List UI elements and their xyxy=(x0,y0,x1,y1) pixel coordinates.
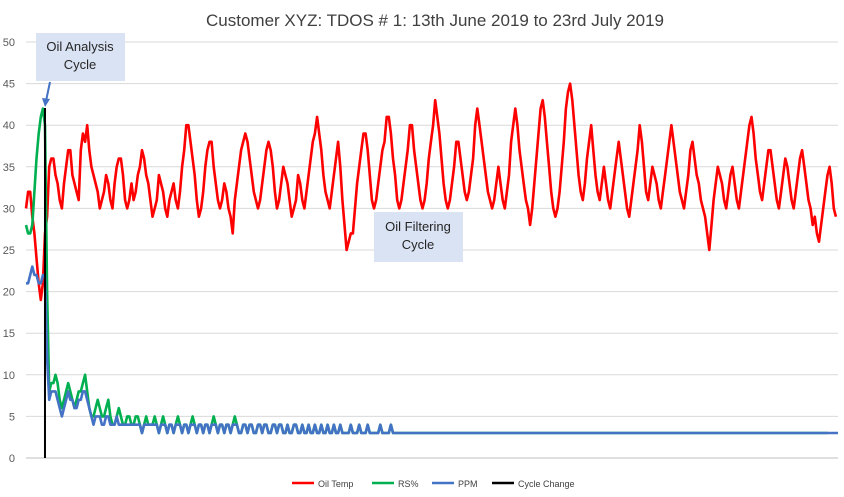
legend-label-rs-: RS% xyxy=(398,479,419,489)
y-tick-label-50: 50 xyxy=(3,37,15,49)
y-tick-label-10: 10 xyxy=(3,370,15,382)
y-tick-label-5: 5 xyxy=(9,411,15,423)
series-lines xyxy=(24,82,838,435)
y-tick-label-0: 0 xyxy=(9,453,15,465)
oil-filtering-line-1: Oil Filtering xyxy=(385,219,451,234)
series-line-oil-temp xyxy=(24,82,838,302)
chart-title: Customer XYZ: TDOS # 1: 13th June 2019 t… xyxy=(206,11,664,30)
y-tick-label-35: 35 xyxy=(3,162,15,174)
series-line-ppm xyxy=(26,265,838,435)
y-tick-label-45: 45 xyxy=(3,79,15,91)
gridlines xyxy=(26,41,838,459)
y-tick-label-20: 20 xyxy=(3,287,15,299)
legend-label-ppm: PPM xyxy=(458,479,478,489)
y-tick-label-25: 25 xyxy=(3,245,15,257)
legend: Oil Temp RS% PPM Cycle Change xyxy=(292,479,575,489)
y-tick-label-30: 30 xyxy=(3,203,15,215)
oil-analysis-annotation: Oil Analysis Cycle xyxy=(36,33,125,107)
oil-analysis-arrow-shaft xyxy=(45,81,51,102)
y-axis-ticks: 0 5 10 15 20 25 30 35 40 45 50 xyxy=(3,37,15,465)
y-tick-label-40: 40 xyxy=(3,120,15,132)
legend-label-cycle-change: Cycle Change xyxy=(518,479,575,489)
oil-analysis-box xyxy=(36,33,125,81)
oil-filtering-annotation: Oil Filtering Cycle xyxy=(374,212,463,262)
oil-analysis-arrow-head xyxy=(42,98,50,107)
oil-analysis-line-1: Oil Analysis xyxy=(46,39,114,54)
oil-filtering-box xyxy=(374,212,463,262)
oil-analysis-line-2: Cycle xyxy=(64,57,97,72)
oil-filtering-line-2: Cycle xyxy=(402,237,435,252)
y-tick-label-15: 15 xyxy=(3,328,15,340)
legend-label-oil-temp: Oil Temp xyxy=(318,479,353,489)
